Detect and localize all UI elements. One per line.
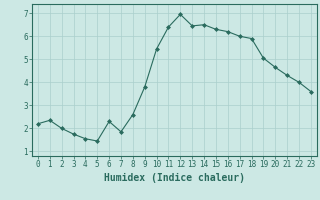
X-axis label: Humidex (Indice chaleur): Humidex (Indice chaleur) xyxy=(104,173,245,183)
